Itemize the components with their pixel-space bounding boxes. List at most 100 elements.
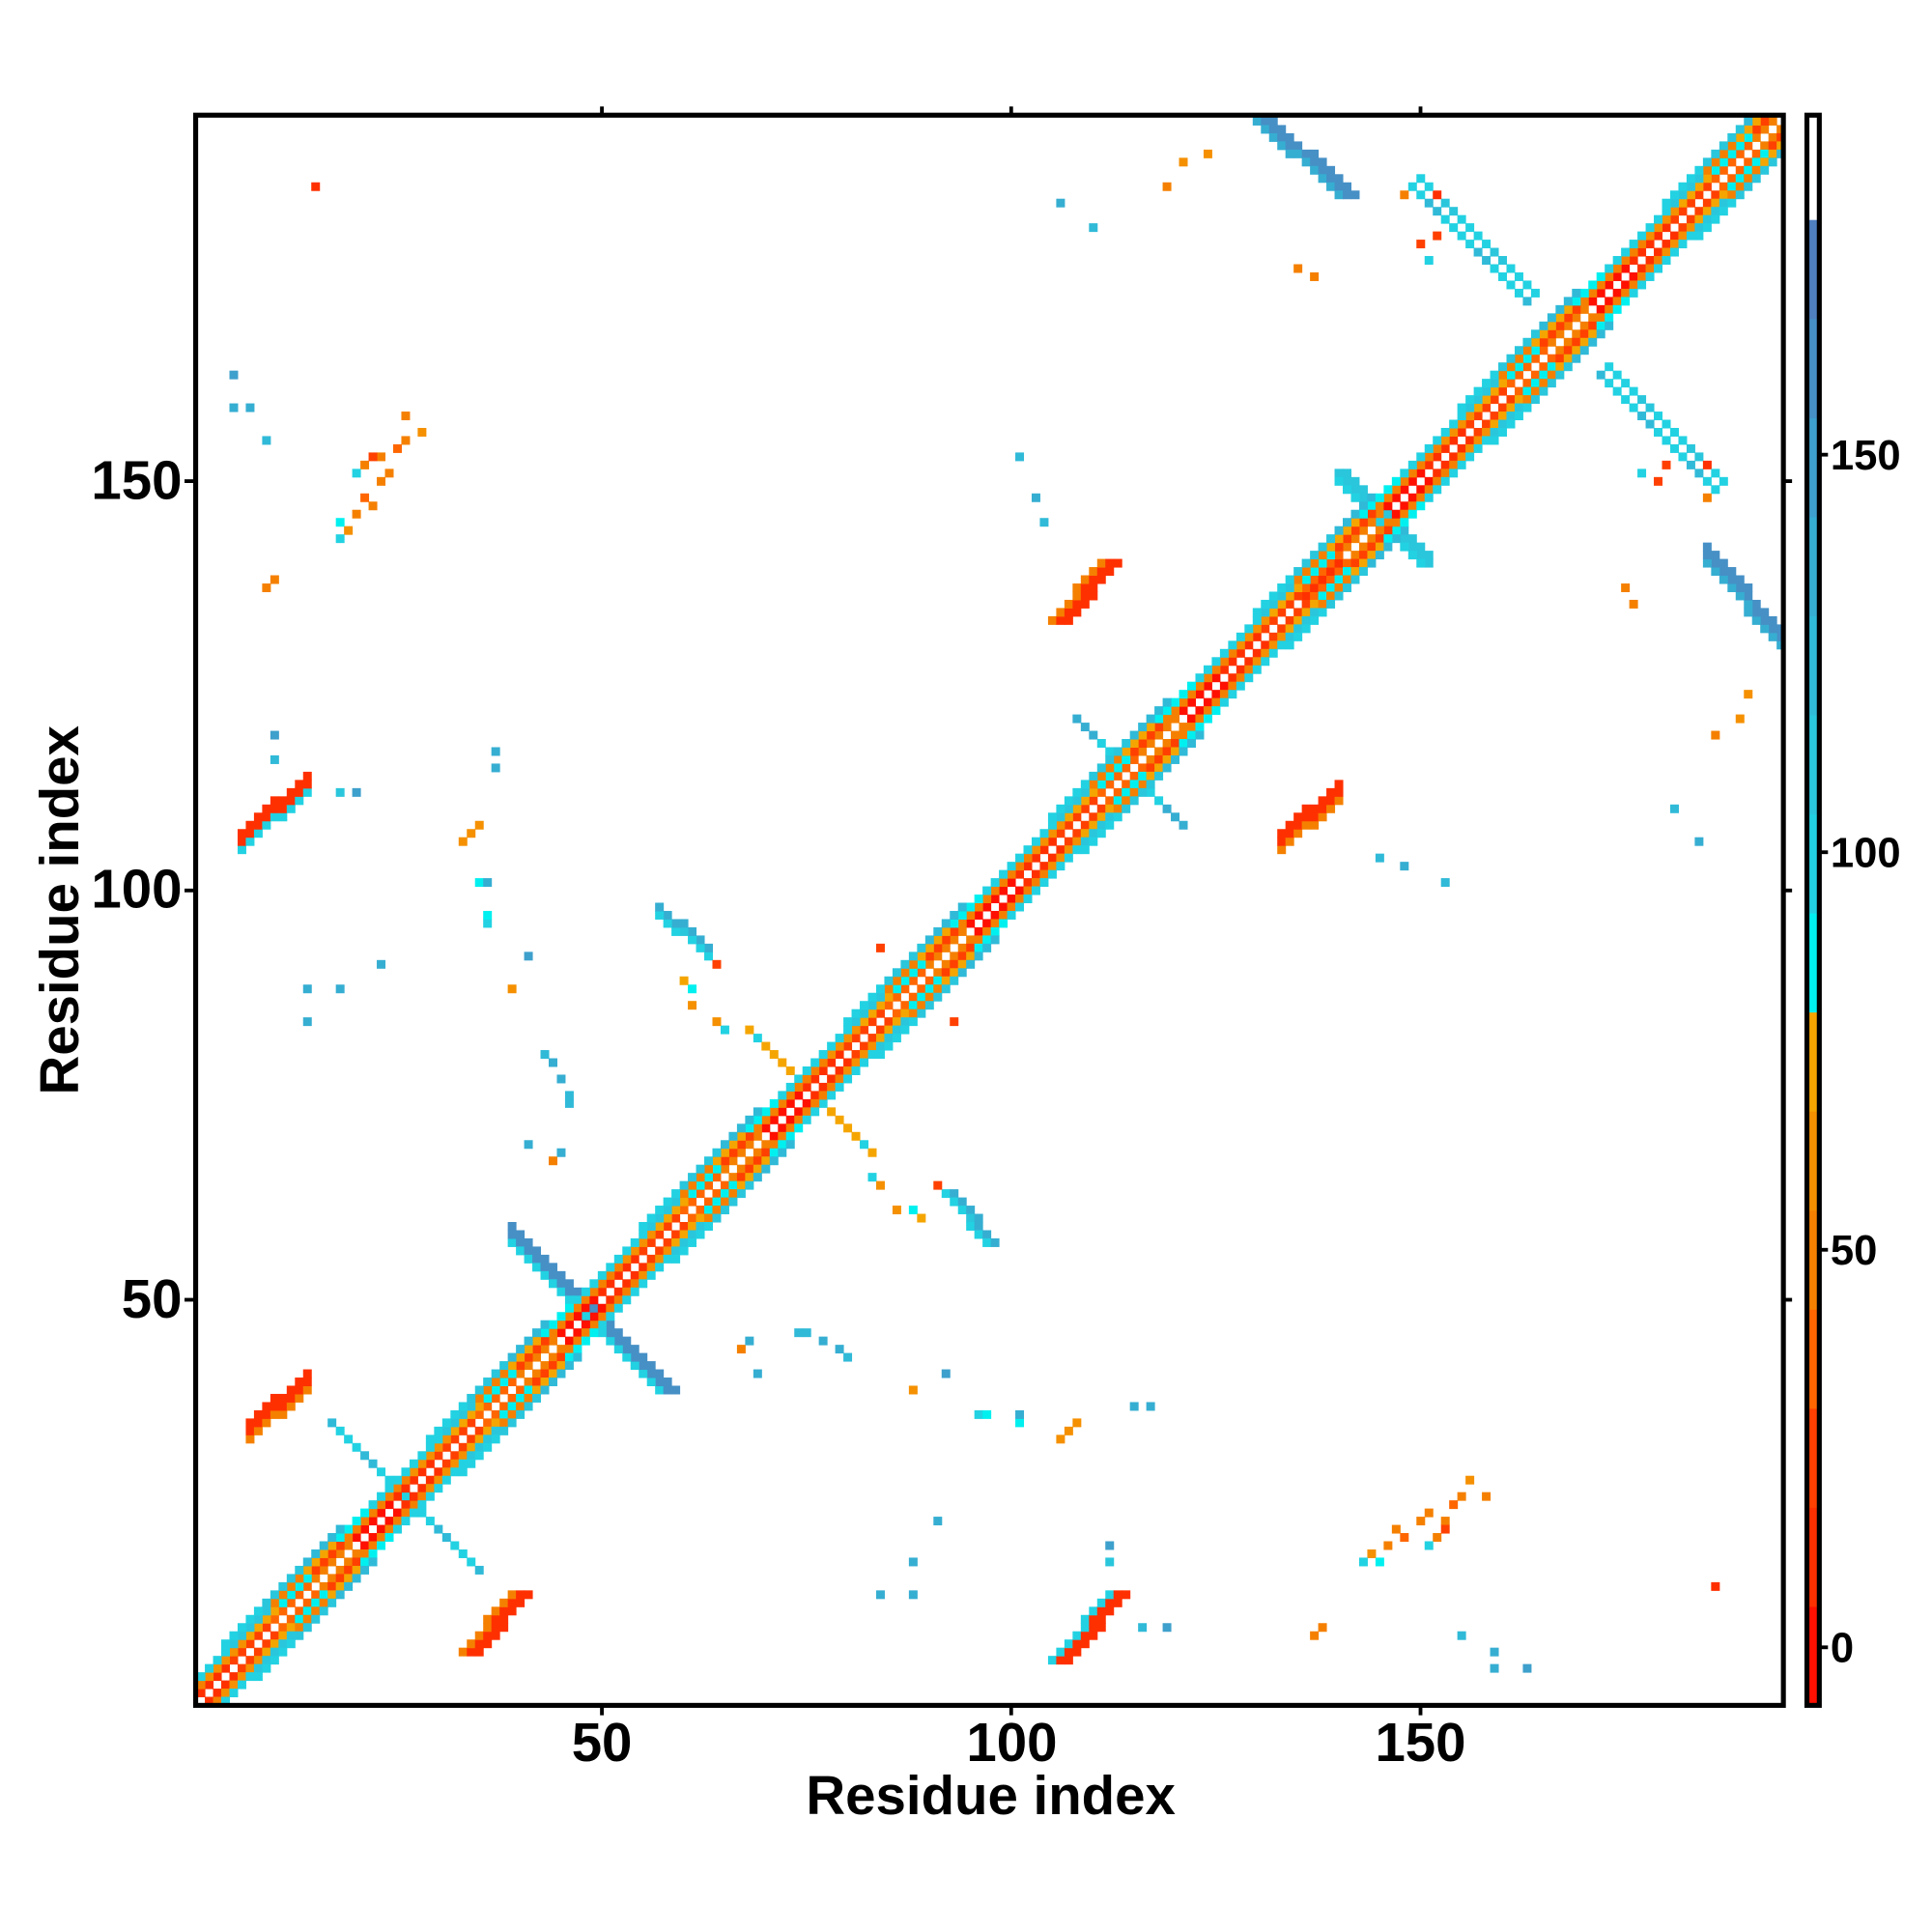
heatmap-cell	[1171, 812, 1180, 822]
heatmap-cell	[499, 1409, 509, 1419]
heatmap-cell	[1072, 796, 1082, 806]
heatmap-cell	[1473, 427, 1483, 437]
heatmap-cell	[606, 1336, 615, 1346]
heatmap-cell	[950, 919, 959, 928]
heatmap-cell	[1252, 116, 1262, 126]
heatmap-cell	[794, 1082, 804, 1092]
heatmap-cell	[229, 1639, 239, 1649]
heatmap-cell	[1375, 853, 1384, 863]
heatmap-cell	[630, 1361, 639, 1371]
heatmap-cell	[1751, 157, 1761, 167]
heatmap-cell	[1171, 739, 1180, 749]
heatmap-cell	[941, 984, 951, 994]
heatmap-cell	[1735, 190, 1745, 200]
heatmap-cell	[1719, 190, 1728, 200]
heatmap-cell	[1277, 141, 1287, 151]
heatmap-cell	[1407, 469, 1417, 478]
heatmap-cell	[646, 1254, 656, 1264]
heatmap-cell	[1039, 869, 1049, 879]
heatmap-cell	[1318, 599, 1327, 609]
heatmap-cell	[1662, 240, 1671, 249]
heatmap-cell	[606, 1312, 615, 1321]
heatmap-cell	[1089, 567, 1098, 577]
heatmap-cell	[1539, 337, 1548, 347]
heatmap-cell	[1285, 640, 1294, 650]
heatmap-cell	[417, 1508, 427, 1518]
heatmap-cell	[1064, 853, 1073, 863]
heatmap-cell	[663, 910, 672, 920]
heatmap-cell	[884, 976, 894, 985]
heatmap-cell	[1096, 1623, 1106, 1633]
heatmap-cell	[1457, 1631, 1466, 1640]
heatmap-cell	[630, 1237, 639, 1247]
heatmap-cell	[1719, 476, 1728, 486]
heatmap-cell	[1645, 256, 1655, 266]
heatmap-cell	[1072, 787, 1082, 797]
heatmap-cell	[1113, 754, 1122, 764]
heatmap-cell	[1490, 412, 1499, 421]
heatmap-cell	[1064, 1639, 1073, 1649]
heatmap-cell	[262, 1409, 271, 1419]
heatmap-cell	[1342, 583, 1351, 592]
heatmap-cell	[516, 1402, 526, 1411]
heatmap-cell	[810, 1091, 820, 1100]
heatmap-cell	[720, 1189, 729, 1199]
heatmap-cell	[990, 910, 1000, 920]
heatmap-cell	[1433, 436, 1442, 445]
heatmap-cell	[549, 1263, 557, 1272]
heatmap-cell	[1711, 198, 1720, 208]
heatmap-cell	[1588, 329, 1598, 339]
heatmap-cell	[785, 1091, 795, 1100]
heatmap-cell	[1350, 485, 1360, 495]
heatmap-cell	[1547, 329, 1556, 339]
heatmap-cell	[1686, 198, 1695, 208]
heatmap-cell	[245, 1639, 255, 1649]
heatmap-cell	[1064, 608, 1073, 617]
heatmap-cell	[1195, 673, 1205, 683]
heatmap-cell	[1612, 264, 1622, 273]
heatmap-cell	[1285, 837, 1294, 846]
heatmap-cell	[1662, 419, 1671, 429]
heatmap-cell	[1498, 419, 1508, 429]
heatmap-cell	[753, 1123, 762, 1133]
heatmap-cell	[1236, 632, 1245, 641]
heatmap-cell	[1064, 1426, 1073, 1435]
heatmap-cell	[450, 1418, 460, 1428]
heatmap-cell	[1293, 829, 1303, 838]
heatmap-cell	[761, 1164, 771, 1174]
heatmap-cell	[1244, 665, 1254, 674]
heatmap-cell	[458, 1647, 468, 1657]
heatmap-cell	[1334, 591, 1344, 601]
heatmap-cell	[1080, 591, 1090, 601]
heatmap-cell	[1334, 551, 1344, 560]
heatmap-cell	[1277, 583, 1287, 592]
heatmap-cell	[1727, 149, 1737, 158]
heatmap-cell	[335, 1548, 345, 1558]
heatmap-cell	[1490, 379, 1499, 388]
heatmap-cell	[483, 878, 493, 888]
heatmap-cell	[1096, 567, 1106, 577]
heatmap-cell	[1711, 469, 1720, 478]
heatmap-cell	[1416, 240, 1426, 249]
heatmap-cell	[229, 1680, 239, 1690]
heatmap-cell	[1490, 427, 1499, 437]
heatmap-cell	[302, 1606, 312, 1616]
heatmap-cell	[1514, 412, 1523, 421]
heatmap-cell	[1407, 534, 1417, 544]
heatmap-cell	[655, 902, 665, 912]
heatmap-cell	[1563, 354, 1573, 363]
heatmap-cell	[450, 1426, 460, 1435]
heatmap-cell	[867, 1173, 877, 1182]
heatmap-cell	[532, 1336, 542, 1346]
heatmap-cell	[728, 1131, 738, 1141]
heatmap-cell	[335, 984, 345, 994]
heatmap-cell	[564, 1336, 574, 1346]
heatmap-cell	[1326, 165, 1336, 175]
heatmap-cell	[1047, 829, 1057, 838]
heatmap-cell	[524, 1385, 533, 1395]
heatmap-cell	[1654, 427, 1663, 437]
heatmap-cell	[1416, 501, 1426, 511]
heatmap-cell	[1482, 1492, 1492, 1501]
heatmap-cell	[532, 1263, 542, 1272]
heatmap-cell	[639, 1263, 648, 1272]
